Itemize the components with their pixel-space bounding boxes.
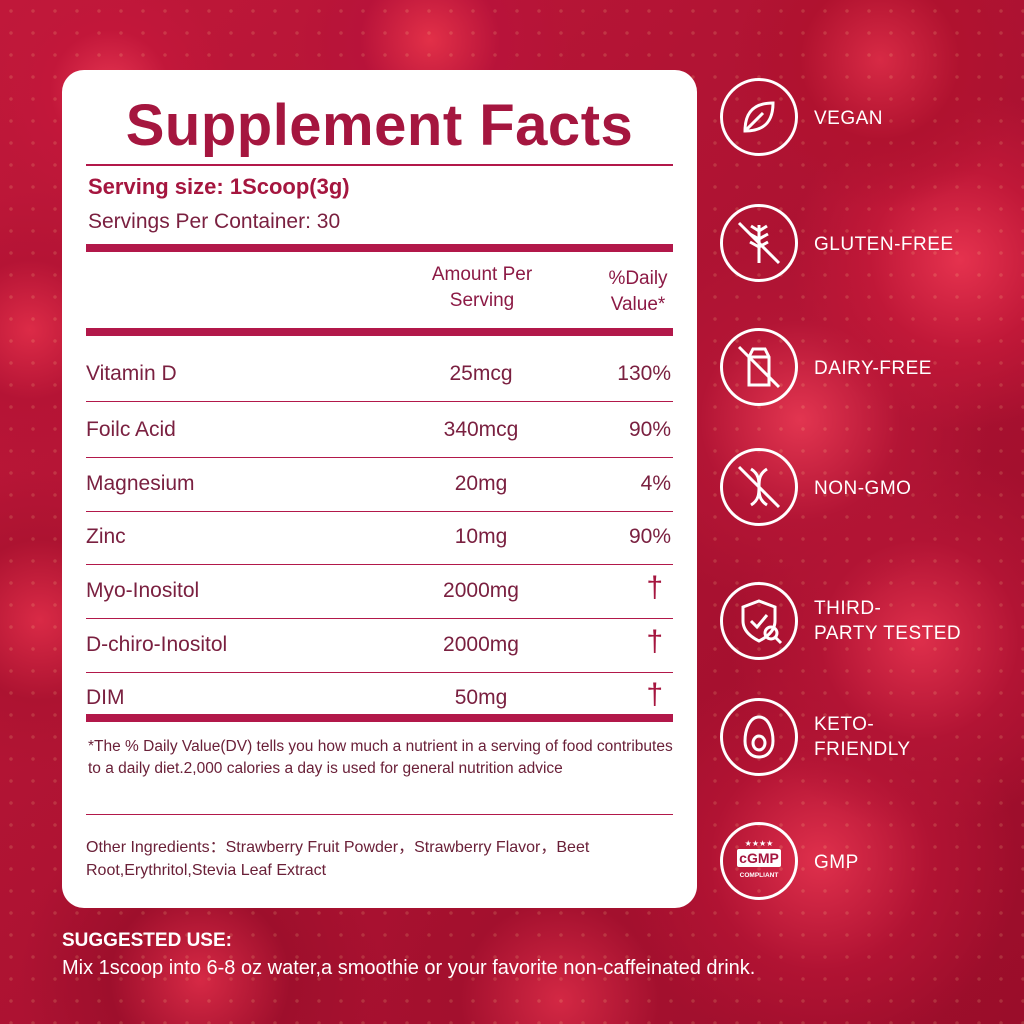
nutrient-amount: 2000mg <box>443 633 519 656</box>
servings-per-container: Servings Per Container: 30 <box>88 210 341 233</box>
nutrient-name: D-chiro-Inositol <box>86 633 228 656</box>
nutrient-daily-value: † <box>646 678 663 711</box>
row-divider <box>86 457 673 458</box>
table-row: Magnesium 20mg 4% <box>86 460 673 512</box>
nutrient-name: Zinc <box>86 525 126 548</box>
row-divider <box>86 401 673 402</box>
badge-label: NON-GMO <box>814 478 912 499</box>
nutrient-amount: 10mg <box>454 525 508 548</box>
nutrient-amount: 340mcg <box>443 418 519 441</box>
avocado-icon <box>743 715 775 759</box>
column-header-amount: Amount Per Serving <box>431 264 533 311</box>
no-milk-carton-icon <box>737 345 781 389</box>
badge-keto-friendly: KETO- FRIENDLY <box>720 698 1020 778</box>
no-wheat-icon <box>737 221 781 265</box>
suggested-use-text: Mix 1scoop into 6-8 oz water,a smoothie … <box>62 957 756 979</box>
serving-size: Serving size: 1Scoop(3g) <box>88 174 350 199</box>
thick-divider-header <box>86 328 673 336</box>
nutrient-amount: 50mg <box>454 686 508 709</box>
other-ingredients: Other Ingredients：Strawberry Fruit Powde… <box>86 839 590 879</box>
nutrient-name: DIM <box>86 686 125 709</box>
thick-divider-top <box>86 244 673 252</box>
badge-dairy-free: DAIRY-FREE <box>720 328 1020 408</box>
nutrient-amount: 2000mg <box>443 579 519 602</box>
badge-label: VEGAN <box>814 108 884 129</box>
cgmp-seal-icon: ★★★★ cGMP COMPLIANT <box>737 839 781 879</box>
nutrient-daily-value: 130% <box>617 362 671 385</box>
shield-check-icon <box>741 599 783 645</box>
badge-label: THIRD- PARTY TESTED <box>814 598 962 644</box>
nutrient-name: Magnesium <box>86 472 195 495</box>
footnote-divider <box>86 814 673 815</box>
nutrient-name: Myo-Inositol <box>86 579 200 602</box>
nutrient-name: Foilc Acid <box>86 418 176 441</box>
row-divider <box>86 564 673 565</box>
table-row: DIM 50mg † <box>86 674 673 726</box>
badge-vegan: VEGAN <box>720 78 1020 158</box>
nutrient-daily-value: † <box>646 571 663 604</box>
svg-text:COMPLIANT: COMPLIANT <box>740 872 779 879</box>
thick-divider-bottom <box>86 714 673 722</box>
leaf-icon <box>743 101 775 133</box>
table-row: Myo-Inositol 2000mg † <box>86 567 673 619</box>
svg-text:★★★★: ★★★★ <box>745 839 774 848</box>
table-row: Vitamin D 25mcg 130% <box>86 350 673 402</box>
badge-non-gmo: NON-GMO <box>720 448 1020 528</box>
table-row: Foilc Acid 340mcg 90% <box>86 406 673 458</box>
suggested-use-heading: SUGGESTED USE: <box>62 930 232 951</box>
badge-third-party-tested: THIRD- PARTY TESTED <box>720 582 1020 662</box>
table-row: Zinc 10mg 90% <box>86 513 673 565</box>
nutrient-daily-value: 90% <box>628 525 671 548</box>
nutrient-amount: 20mg <box>454 472 508 495</box>
daily-value-footnote: *The % Daily Value(DV) tells you how muc… <box>88 738 673 777</box>
badge-label: DAIRY-FREE <box>814 358 932 379</box>
badge-gmp: ★★★★ cGMP COMPLIANT GMP <box>720 822 1020 902</box>
no-dna-icon <box>737 465 781 509</box>
badge-gluten-free: GLUTEN-FREE <box>720 204 1020 284</box>
supplement-facts-panel: Supplement Facts Serving size: 1Scoop(3g… <box>62 70 697 908</box>
badge-label: GMP <box>814 852 859 873</box>
nutrient-daily-value: † <box>646 625 663 658</box>
row-divider <box>86 511 673 512</box>
nutrient-amount: 25mcg <box>449 362 513 385</box>
nutrient-daily-value: 4% <box>640 472 671 495</box>
title-divider <box>86 164 673 166</box>
row-divider <box>86 618 673 619</box>
table-row: D-chiro-Inositol 2000mg † <box>86 621 673 673</box>
panel-title: Supplement Facts <box>125 93 634 158</box>
column-header-daily-value: %Daily Value* <box>608 268 668 315</box>
nutrient-name: Vitamin D <box>86 362 177 385</box>
svg-text:cGMP: cGMP <box>739 850 779 866</box>
nutrient-daily-value: 90% <box>628 418 671 441</box>
row-divider <box>86 672 673 673</box>
badge-label: GLUTEN-FREE <box>814 234 954 255</box>
badge-label: KETO- FRIENDLY <box>814 714 911 760</box>
